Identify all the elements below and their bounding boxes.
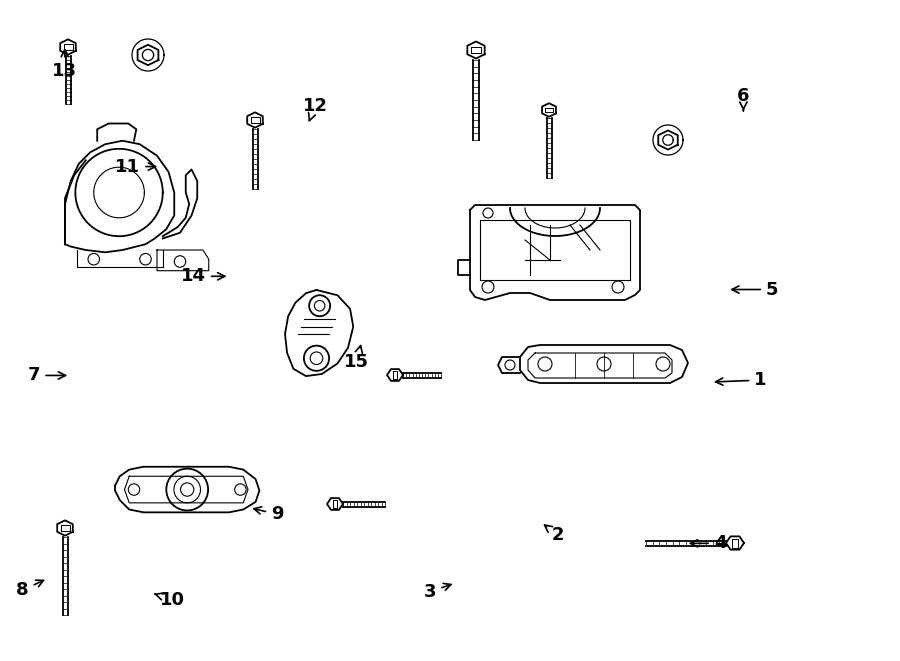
Text: 7: 7 xyxy=(28,366,66,385)
Text: 4: 4 xyxy=(690,534,726,553)
Text: 15: 15 xyxy=(344,346,369,371)
Text: 8: 8 xyxy=(16,580,43,600)
Text: 13: 13 xyxy=(52,50,77,81)
Text: 10: 10 xyxy=(155,590,185,609)
Text: 6: 6 xyxy=(737,87,750,110)
Text: 3: 3 xyxy=(424,582,451,601)
Text: 12: 12 xyxy=(302,97,328,121)
Text: 1: 1 xyxy=(716,371,767,389)
Text: 5: 5 xyxy=(732,280,778,299)
Text: 2: 2 xyxy=(544,525,564,545)
Text: 9: 9 xyxy=(254,505,284,524)
Text: 14: 14 xyxy=(181,267,225,286)
Text: 11: 11 xyxy=(115,157,156,176)
